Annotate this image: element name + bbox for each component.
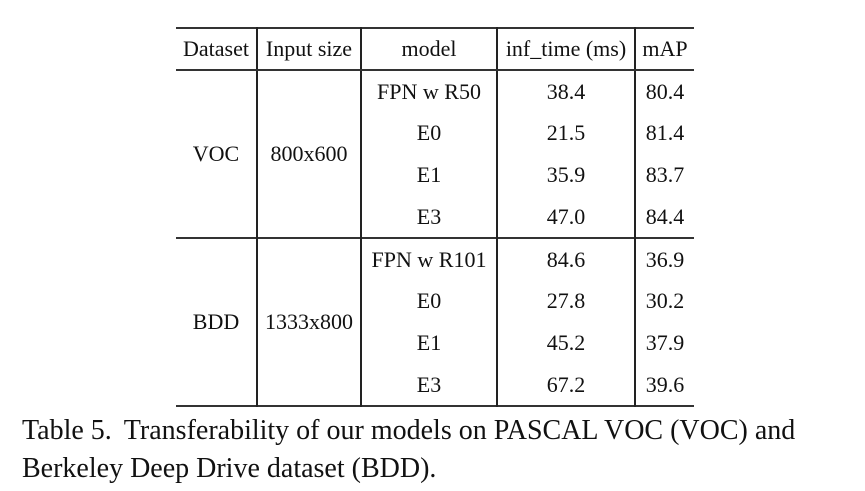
header-input-size: Input size	[257, 28, 362, 71]
cell-map-best: 84.4	[645, 203, 685, 229]
table-row: E1 45.2 37.9	[176, 322, 694, 364]
cell-input-size: 1333x800	[257, 237, 362, 406]
table-row: E1 35.9 83.7	[176, 154, 694, 196]
cell-model: E1	[361, 322, 498, 364]
cell-map: 37.9	[645, 330, 685, 355]
cell-dataset: BDD	[176, 237, 258, 406]
cell-model: E0	[361, 112, 498, 154]
cell-model: E3	[361, 364, 498, 406]
caption-label: Table 5.	[22, 415, 112, 446]
cell-model: E0	[361, 280, 498, 322]
cell-map: 80.4	[635, 69, 694, 112]
table-row: E0 27.8 30.2	[176, 280, 694, 322]
cell-map-best: 39.6	[645, 371, 685, 397]
table-header-row: Dataset Input size model inf_time (ms) m…	[176, 28, 694, 71]
cell-map: 36.9	[635, 237, 694, 280]
cell-inf-time: 67.2	[497, 364, 636, 406]
header-map: mAP	[635, 28, 694, 71]
cell-inf-time: 35.9	[497, 154, 636, 196]
cell-dataset: VOC	[176, 69, 258, 238]
caption-text: Transferability of our models on PASCAL …	[22, 415, 796, 484]
transferability-table: Dataset Input size model inf_time (ms) m…	[176, 27, 694, 407]
header-dataset: Dataset	[176, 28, 258, 71]
cell-model: E1	[361, 154, 498, 196]
table-row: E3 67.2 39.6	[176, 364, 694, 406]
cell-inf-time: 45.2	[497, 322, 636, 364]
table-caption: Table 5. Transferability of our models on…	[22, 412, 852, 488]
cell-inf-time-best: 21.5	[497, 112, 636, 154]
cell-inf-time: 47.0	[497, 196, 636, 238]
cell-model: E3	[361, 196, 498, 238]
cell-map: 83.7	[645, 162, 685, 187]
results-table-container: Dataset Input size model inf_time (ms) m…	[176, 27, 694, 407]
table-row: BDD 1333x800 FPN w R101 84.6 36.9	[176, 237, 694, 406]
table-row: E3 47.0 84.4	[176, 196, 694, 238]
header-inf-time: inf_time (ms)	[497, 28, 636, 71]
table-row: VOC 800x600 FPN w R50 38.4 80.4	[176, 69, 694, 238]
cell-map: 30.2	[645, 288, 685, 313]
table-row: E0 21.5 81.4	[176, 112, 694, 154]
header-model: model	[361, 28, 498, 71]
cell-model: FPN w R101	[361, 237, 498, 280]
cell-inf-time: 38.4	[497, 69, 636, 112]
cell-inf-time: 84.6	[497, 237, 636, 280]
cell-map: 81.4	[645, 120, 685, 145]
cell-model: FPN w R50	[361, 69, 498, 112]
cell-inf-time-best: 27.8	[497, 280, 636, 322]
cell-input-size: 800x600	[257, 69, 362, 238]
